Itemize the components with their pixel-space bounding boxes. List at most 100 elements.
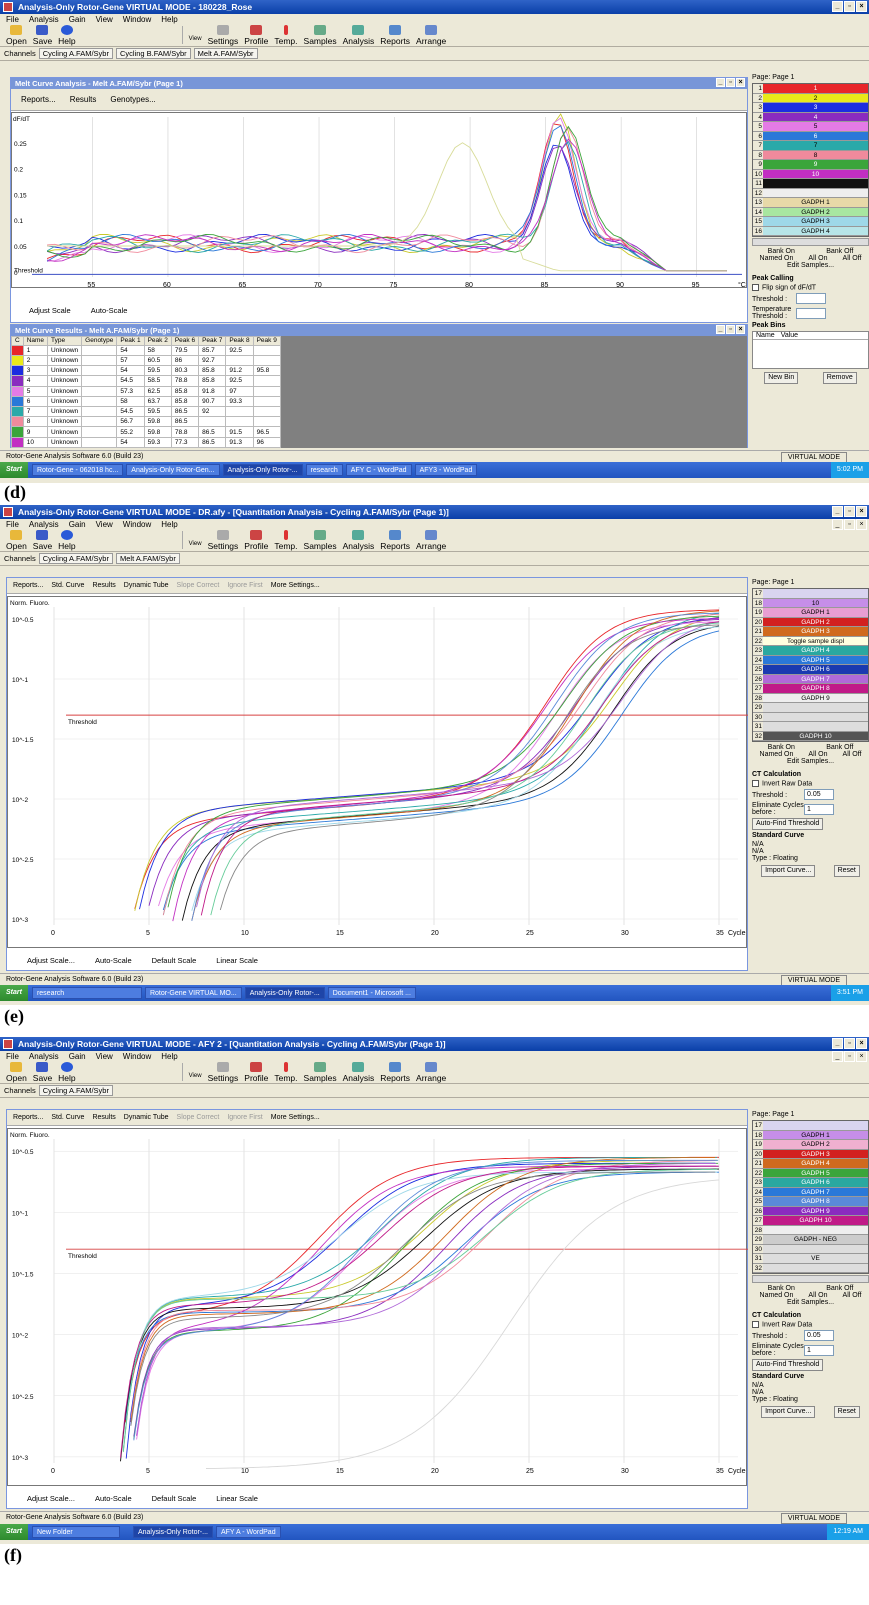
menu-help[interactable]: Help — [161, 15, 178, 24]
menu-window[interactable]: Window — [122, 520, 152, 529]
results-button[interactable]: Results — [92, 1114, 116, 1121]
maximize-icon[interactable]: ▫ — [844, 506, 855, 517]
maximize-icon[interactable]: ▫ — [726, 325, 735, 334]
import-curve-button[interactable]: Import Curve... — [761, 1406, 816, 1419]
results-header[interactable]: Peak 2 — [143, 336, 172, 346]
reports-button[interactable]: Reports... — [13, 1114, 44, 1121]
menu-window[interactable]: Window — [122, 15, 152, 24]
edit-samples-button[interactable]: Edit Samples... — [786, 262, 835, 269]
menu-file[interactable]: File — [6, 1052, 19, 1061]
linear-scale-button[interactable]: Linear Scale — [216, 1494, 258, 1503]
named-on-button[interactable]: Named On — [759, 751, 794, 758]
reports-button[interactable]: Reports... — [21, 95, 56, 104]
close-icon[interactable]: × — [856, 506, 867, 517]
bank-on-button[interactable]: Bank On — [767, 744, 795, 751]
results-header[interactable]: C — [11, 336, 24, 346]
close-icon[interactable]: × — [856, 1038, 867, 1049]
table-row[interactable]: 1 Unknown 54 58 79.5 85.7 92.5 — [11, 344, 281, 356]
reset-button[interactable]: Reset — [833, 865, 860, 878]
profile-button[interactable]: Profile — [244, 1062, 268, 1083]
sample-row[interactable]: 19 GADPH 2 — [753, 1140, 868, 1150]
sample-row[interactable]: 30 — [753, 712, 868, 722]
menu-gain[interactable]: Gain — [68, 1052, 86, 1061]
sample-row[interactable]: 23 GADPH 6 — [753, 1178, 868, 1188]
auto-scale-button[interactable]: Auto-Scale — [90, 306, 128, 315]
settings-button[interactable]: Settings — [208, 530, 238, 551]
maximize-icon[interactable]: ▫ — [844, 1, 855, 12]
task-analysis-only-2[interactable]: Analysis-Only Rotor-... — [222, 464, 303, 476]
table-row[interactable]: 6 Unknown 58 63.7 85.8 90.7 93.3 — [11, 395, 281, 408]
menu-view[interactable]: View — [95, 15, 113, 24]
samples-button[interactable]: Samples — [304, 25, 337, 46]
peak-bins-list[interactable]: Name Value — [752, 331, 869, 370]
tab-cycling-a[interactable]: Cycling A.FAM/Sybr — [38, 553, 113, 564]
start-button[interactable]: Start — [0, 462, 28, 478]
sample-row[interactable]: 18 GADPH 1 — [753, 1130, 868, 1140]
sample-row[interactable]: 22 Toggle sample displ — [753, 636, 868, 646]
slope-correct-button[interactable]: Slope Correct — [176, 582, 220, 589]
sample-row[interactable]: 31 — [753, 722, 868, 732]
temperature-input[interactable] — [796, 307, 826, 319]
samples-button[interactable]: Samples — [304, 1062, 337, 1083]
sample-row[interactable]: 29 GADPH - NEG — [753, 1235, 868, 1245]
std-curve-button[interactable]: Std. Curve — [51, 1114, 85, 1121]
menu-view[interactable]: View — [95, 1052, 113, 1061]
menu-window[interactable]: Window — [122, 1052, 152, 1061]
remove-button[interactable]: Remove — [822, 372, 857, 385]
help-button[interactable]: Help — [58, 530, 76, 551]
open-button[interactable]: Open — [6, 530, 27, 551]
minimize-icon[interactable]: _ — [716, 325, 725, 334]
reports-button[interactable]: Reports... — [13, 582, 44, 589]
linear-scale-button[interactable]: Linear Scale — [216, 956, 258, 965]
adjust-scale-button[interactable]: Adjust Scale... — [27, 1494, 75, 1503]
sample-row[interactable]: 12 — [753, 188, 868, 198]
table-row[interactable]: 5 Unknown 57.3 62.5 85.8 91.8 97 — [11, 385, 281, 397]
melt-plot[interactable]: 55 60 65 70 75 80 85 90 95 °C 0 0.05 0.1 0.15 0.2 0.25 d… — [11, 112, 747, 289]
task-afy3[interactable]: AFY3 - WordPad — [414, 464, 478, 476]
table-row[interactable]: 3 Unknown 54 59.5 80.3 85.8 91.2 95.8 — [11, 365, 281, 377]
sample-row[interactable]: 27 GADPH 10 — [753, 1216, 868, 1226]
auto-scale-button[interactable]: Auto-Scale — [94, 956, 132, 965]
bank-off-button[interactable]: Bank Off — [826, 744, 854, 751]
sample-row[interactable]: 15 GADPH 3 — [753, 217, 868, 227]
sample-row[interactable]: 21 GADPH 3 — [753, 627, 868, 637]
results-header[interactable]: Name — [22, 336, 49, 346]
sample-row[interactable]: 28 — [753, 1225, 868, 1235]
table-row[interactable]: 7 Unknown 54.5 59.5 86.5 92 — [11, 405, 281, 418]
minimize-icon[interactable]: _ — [716, 78, 725, 87]
std-curve-button[interactable]: Std. Curve — [51, 582, 85, 589]
results-header[interactable]: Peak 6 — [170, 336, 200, 346]
edit-samples-button[interactable]: Edit Samples... — [786, 1299, 835, 1306]
sample-row[interactable]: 24 GADPH 5 — [753, 655, 868, 665]
ignore-first-button[interactable]: Ignore First — [227, 582, 263, 589]
sample-row[interactable]: 16 GADPH 4 — [753, 226, 868, 236]
task-afy-a[interactable]: AFY A - WordPad — [215, 1526, 281, 1538]
samples-scrollbar[interactable] — [752, 238, 869, 246]
results-button[interactable]: Results — [92, 582, 116, 589]
reports-button[interactable]: Reports — [380, 1062, 410, 1083]
save-button[interactable]: Save — [33, 25, 52, 46]
more-settings-button[interactable]: More Settings... — [270, 1114, 320, 1121]
flip-sign-checkbox[interactable] — [752, 284, 759, 291]
start-button[interactable]: Start — [0, 1524, 28, 1540]
analysis-button[interactable]: Analysis — [343, 530, 374, 551]
table-row[interactable]: 2 Unknown 57 60.5 86 92.7 — [11, 354, 281, 367]
task-analysis-only-1[interactable]: Analysis-Only Rotor-Gen... — [126, 464, 220, 476]
tab-cycling-b[interactable]: Cycling B.FAM/Sybr — [115, 48, 191, 59]
quant-plot-f[interactable]: 0 5 10 15 20 25 30 35 Cycle 10^-0.5 10^-1 10^-1.5 10… — [7, 1128, 748, 1486]
adjust-scale-button[interactable]: Adjust Scale... — [27, 956, 75, 965]
task-analysis-only[interactable]: Analysis-Only Rotor-... — [132, 1526, 213, 1538]
sample-row[interactable]: 11 — [753, 179, 868, 189]
task-analysis-only[interactable]: Analysis-Only Rotor-... — [244, 987, 325, 999]
all-on-button[interactable]: All On — [808, 255, 828, 262]
tab-melt-a[interactable]: Melt A.FAM/Sybr — [115, 553, 180, 564]
auto-find-threshold-button[interactable]: Auto-Find Threshold — [752, 1359, 824, 1372]
sample-row[interactable]: 20 GADPH 3 — [753, 1149, 868, 1159]
invert-raw-checkbox[interactable] — [752, 1321, 759, 1328]
